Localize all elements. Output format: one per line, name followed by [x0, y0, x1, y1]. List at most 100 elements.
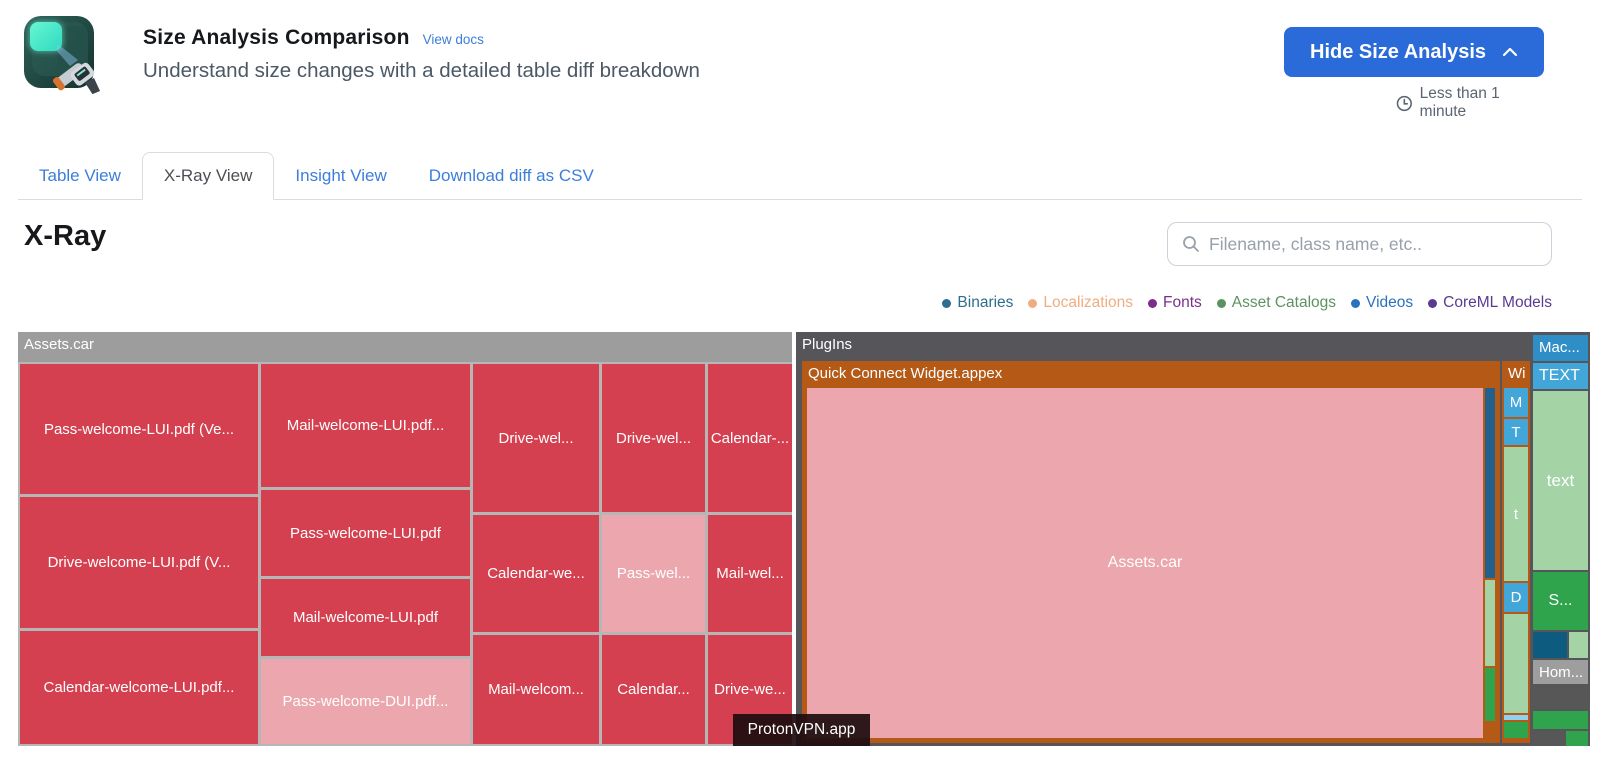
category-legend: Binaries Localizations Fonts Asset Catalogs… — [942, 294, 1552, 312]
treemap-tile[interactable]: Calendar-welcome-LUI.pdf... — [20, 631, 258, 744]
treemap-tile[interactable] — [1533, 711, 1588, 729]
treemap-tile[interactable]: Hom... — [1533, 660, 1588, 684]
treemap-tile-label: Quick Connect Widget.appex — [808, 365, 1003, 382]
treemap-tile[interactable]: Drive-welcome-LUI.pdf (V... — [20, 497, 258, 628]
treemap-tooltip: ProtonVPN.app — [733, 714, 870, 746]
treemap-tile[interactable]: Pass-welcome-DUI.pdf... — [261, 659, 470, 744]
legend-dot — [1351, 298, 1361, 308]
legend-label: Localizations — [1043, 294, 1134, 311]
tab-xray-view[interactable]: X-Ray View — [141, 152, 275, 200]
treemap-tile-label: S... — [1548, 592, 1573, 609]
treemap-tile-label: Wi — [1508, 365, 1526, 382]
treemap-tile-label: PlugIns — [802, 336, 853, 353]
treemap-tile-label: D — [1510, 589, 1522, 606]
treemap-tile-label: Pass-welcome-LUI.pdf (Ve... — [43, 420, 235, 438]
treemap-tile[interactable]: T — [1504, 419, 1528, 445]
treemap-tile[interactable] — [1533, 632, 1567, 658]
tab-table-view[interactable]: Table View — [18, 152, 142, 199]
legend-label: Videos — [1366, 294, 1414, 311]
treemap-tile[interactable] — [1485, 388, 1495, 578]
treemap-tile[interactable]: t — [1504, 447, 1528, 581]
treemap-tile[interactable] — [1533, 731, 1564, 746]
treemap-tile[interactable]: Pass-wel... — [602, 515, 705, 632]
treemap-tile[interactable] — [1504, 722, 1528, 738]
hide-size-analysis-button[interactable]: Hide Size Analysis — [1284, 27, 1544, 77]
treemap-tile-label: Mail-wel... — [716, 565, 784, 582]
treemap-tile[interactable] — [1504, 715, 1528, 720]
treemap-tile-label: Mac... — [1539, 339, 1580, 356]
legend-item-localizations[interactable]: Localizations — [1028, 294, 1133, 312]
treemap-tile[interactable]: Mail-welcom... — [473, 635, 599, 744]
treemap-tile[interactable]: Mail-wel... — [708, 515, 792, 632]
treemap-tile[interactable]: M — [1504, 388, 1528, 417]
treemap-tile[interactable] — [1566, 731, 1588, 746]
legend-label: Binaries — [957, 294, 1014, 311]
clock-icon — [1396, 95, 1412, 111]
treemap-tile[interactable]: Calendar-... — [708, 364, 792, 512]
treemap-tile-label: Assets.car — [24, 336, 95, 353]
treemap-tile[interactable]: Calendar-we... — [473, 515, 599, 632]
treemap-tile-label: Drive-wel... — [498, 429, 574, 447]
search-input[interactable] — [1209, 233, 1537, 255]
treemap-tile[interactable]: Drive-wel... — [602, 364, 705, 512]
view-tabs: Table View X-Ray View Insight View Downl… — [18, 152, 1582, 200]
treemap-tile[interactable] — [1533, 686, 1588, 709]
legend-item-binaries[interactable]: Binaries — [942, 294, 1013, 312]
legend-item-coreml-models[interactable]: CoreML Models — [1428, 294, 1552, 312]
treemap-tile[interactable]: Pass-welcome-LUI.pdf — [261, 490, 470, 576]
treemap-tile[interactable]: Mail-welcome-LUI.pdf — [261, 579, 470, 656]
xray-gun-icon — [24, 16, 101, 95]
hide-size-analysis-label: Hide Size Analysis — [1310, 40, 1486, 63]
legend-item-fonts[interactable]: Fonts — [1148, 294, 1202, 312]
size-analysis-app-icon — [18, 8, 110, 114]
tab-insight-view[interactable]: Insight View — [274, 152, 407, 199]
treemap-tile-label: Calendar-welcome-LUI.pdf... — [43, 679, 235, 696]
page-header: Size Analysis Comparison View docs Under… — [143, 26, 700, 83]
xray-heading: X-Ray — [24, 220, 107, 252]
treemap-tile[interactable]: D — [1504, 583, 1528, 612]
treemap-tile-label: Drive-we... — [714, 681, 786, 698]
page-subtitle: Understand size changes with a detailed … — [143, 59, 700, 82]
treemap-tile[interactable] — [1485, 668, 1495, 721]
treemap-tile[interactable]: S... — [1533, 572, 1588, 630]
treemap-tile-label: Pass-wel... — [616, 565, 691, 582]
treemap-tile[interactable] — [1485, 580, 1495, 666]
treemap-tile-label: Pass-welcome-DUI.pdf... — [282, 693, 449, 710]
search-box[interactable] — [1167, 222, 1552, 266]
treemap-tile[interactable]: Mac... — [1533, 335, 1588, 361]
duration-text: Less than 1 minute — [1419, 85, 1500, 120]
treemap-tile-label: Drive-welcome-LUI.pdf (V... — [47, 554, 231, 571]
treemap-tile-label: Calendar-... — [710, 429, 790, 447]
treemap-tile-label: Drive-wel... — [615, 429, 691, 447]
treemap-tile[interactable]: text — [1533, 391, 1588, 570]
assets-car-section-header[interactable]: Assets.car — [18, 332, 792, 362]
search-icon — [1183, 236, 1199, 252]
treemap-tile-label: Calendar... — [617, 681, 690, 698]
treemap-tile[interactable] — [1569, 632, 1588, 658]
treemap-tile-label: Mail-welcome-LUI.pdf... — [286, 417, 445, 434]
legend-dot — [1148, 298, 1158, 308]
treemap-tile[interactable]: Mail-welcome-LUI.pdf... — [261, 364, 470, 487]
treemap-tile-label: Pass-welcome-LUI.pdf — [290, 524, 441, 542]
chevron-up-icon — [1502, 47, 1518, 57]
treemap-tile[interactable] — [1504, 614, 1528, 713]
view-docs-link[interactable]: View docs — [422, 32, 484, 47]
legend-label: Fonts — [1163, 294, 1202, 311]
treemap-tile[interactable]: Drive-wel... — [473, 364, 599, 512]
treemap-tile-label: M — [1509, 394, 1523, 411]
treemap-tile[interactable]: Calendar... — [602, 635, 705, 744]
treemap-tile-label: TEXT — [1539, 367, 1580, 384]
treemap-tile-label: Calendar-we... — [487, 565, 585, 582]
treemap-tile[interactable]: TEXT — [1533, 363, 1588, 389]
legend-dot — [1216, 298, 1226, 308]
legend-item-asset-catalogs[interactable]: Asset Catalogs — [1216, 294, 1336, 312]
assets-car-tile[interactable]: Assets.car — [807, 388, 1483, 738]
legend-item-videos[interactable]: Videos — [1351, 294, 1413, 312]
treemap-tile-label: text — [1546, 470, 1575, 490]
treemap-tile[interactable]: Pass-welcome-LUI.pdf (Ve... — [20, 364, 258, 494]
page-title: Size Analysis Comparison — [143, 26, 410, 49]
legend-dot — [1028, 298, 1038, 308]
tab-download-diff-csv[interactable]: Download diff as CSV — [408, 152, 615, 199]
treemap-tile-label: t — [1513, 505, 1519, 523]
